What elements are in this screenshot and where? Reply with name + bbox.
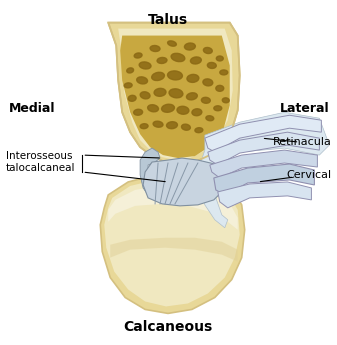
Ellipse shape	[202, 97, 210, 103]
Ellipse shape	[184, 43, 195, 50]
Ellipse shape	[127, 68, 133, 73]
Ellipse shape	[128, 95, 136, 101]
Ellipse shape	[186, 93, 197, 100]
Ellipse shape	[167, 41, 176, 46]
Ellipse shape	[134, 53, 142, 58]
Polygon shape	[140, 148, 160, 195]
Polygon shape	[110, 238, 238, 262]
Ellipse shape	[203, 79, 213, 86]
Text: Medial: Medial	[9, 102, 55, 115]
Ellipse shape	[206, 116, 214, 121]
Ellipse shape	[154, 88, 166, 96]
Ellipse shape	[195, 128, 203, 133]
Ellipse shape	[192, 109, 202, 116]
Ellipse shape	[148, 105, 158, 112]
Ellipse shape	[177, 106, 189, 114]
Text: Cervical: Cervical	[286, 170, 331, 180]
Polygon shape	[218, 182, 311, 208]
Polygon shape	[100, 174, 245, 313]
Ellipse shape	[216, 85, 224, 91]
Polygon shape	[214, 164, 314, 195]
Ellipse shape	[134, 109, 143, 115]
Text: Interosseous
talocalcaneal: Interosseous talocalcaneal	[6, 151, 75, 173]
Ellipse shape	[171, 53, 185, 62]
Ellipse shape	[140, 124, 148, 129]
Ellipse shape	[182, 124, 190, 130]
Polygon shape	[120, 36, 230, 158]
Ellipse shape	[216, 56, 223, 61]
Polygon shape	[143, 158, 222, 206]
Ellipse shape	[222, 98, 229, 103]
Text: Lateral: Lateral	[280, 102, 329, 115]
Ellipse shape	[140, 92, 150, 99]
Ellipse shape	[166, 122, 178, 129]
Ellipse shape	[139, 62, 151, 69]
Ellipse shape	[207, 62, 216, 68]
Ellipse shape	[152, 72, 164, 80]
Polygon shape	[205, 115, 321, 152]
Ellipse shape	[124, 83, 132, 88]
Ellipse shape	[161, 104, 175, 112]
Text: Calcaneous: Calcaneous	[123, 320, 213, 334]
Polygon shape	[200, 112, 329, 228]
Ellipse shape	[137, 77, 148, 84]
Polygon shape	[108, 185, 238, 230]
Ellipse shape	[150, 46, 160, 51]
Ellipse shape	[204, 48, 212, 53]
Polygon shape	[118, 29, 233, 160]
Ellipse shape	[214, 106, 222, 111]
Ellipse shape	[157, 58, 167, 63]
Ellipse shape	[220, 70, 228, 75]
Polygon shape	[210, 150, 317, 178]
Ellipse shape	[153, 121, 163, 127]
Polygon shape	[208, 132, 319, 165]
Text: Retinacula: Retinacula	[272, 137, 331, 147]
Ellipse shape	[167, 71, 182, 80]
Ellipse shape	[187, 75, 199, 82]
Ellipse shape	[169, 89, 183, 98]
Polygon shape	[104, 179, 240, 306]
Text: Talus: Talus	[148, 13, 188, 27]
Polygon shape	[108, 23, 240, 164]
Ellipse shape	[190, 57, 201, 64]
